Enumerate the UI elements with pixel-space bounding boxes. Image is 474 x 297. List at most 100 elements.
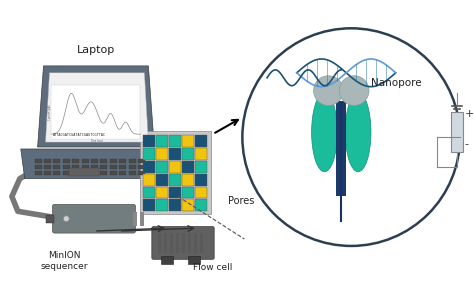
Bar	[169, 174, 181, 186]
Bar	[182, 148, 194, 160]
Bar	[138, 159, 145, 163]
Circle shape	[64, 216, 69, 222]
Bar	[144, 161, 155, 173]
Bar	[451, 112, 463, 152]
Polygon shape	[21, 149, 157, 179]
Text: Pores: Pores	[228, 196, 254, 206]
Bar	[52, 85, 140, 139]
Bar	[135, 212, 136, 226]
Bar	[144, 148, 155, 160]
Bar	[182, 161, 194, 173]
Bar	[169, 161, 181, 173]
Bar	[182, 233, 185, 253]
Bar	[195, 161, 207, 173]
Bar	[156, 174, 168, 186]
Text: Nanopore: Nanopore	[371, 78, 421, 88]
Bar	[141, 212, 142, 226]
Bar	[337, 100, 346, 197]
Bar	[144, 135, 155, 147]
Bar	[100, 165, 107, 169]
Bar	[110, 165, 117, 169]
Bar	[188, 233, 191, 253]
Bar	[72, 165, 79, 169]
Bar	[35, 165, 42, 169]
Bar	[110, 171, 117, 175]
Bar	[72, 171, 79, 175]
Bar	[140, 212, 141, 226]
Bar	[69, 168, 99, 176]
Bar	[134, 212, 135, 226]
Bar	[182, 135, 194, 147]
Bar	[195, 148, 207, 160]
Ellipse shape	[345, 93, 371, 172]
Bar	[156, 200, 168, 211]
Bar	[119, 165, 126, 169]
Bar	[200, 233, 203, 253]
Text: MinION
sequencer: MinION sequencer	[41, 251, 88, 271]
Bar	[72, 159, 79, 163]
Bar	[161, 256, 173, 264]
Bar	[100, 171, 107, 175]
Bar	[156, 187, 168, 198]
Bar	[82, 165, 89, 169]
Bar	[156, 148, 168, 160]
Bar	[100, 159, 107, 163]
Text: -: -	[465, 139, 469, 149]
Bar	[82, 171, 89, 175]
Bar	[169, 200, 181, 211]
Bar	[35, 159, 42, 163]
Bar	[176, 233, 179, 253]
Polygon shape	[37, 66, 155, 147]
Text: Flow cell: Flow cell	[193, 263, 232, 272]
Bar	[82, 159, 89, 163]
Bar	[138, 165, 145, 169]
Bar	[119, 171, 126, 175]
Bar	[158, 233, 161, 253]
FancyBboxPatch shape	[53, 204, 136, 233]
Bar	[54, 165, 60, 169]
FancyBboxPatch shape	[152, 227, 214, 259]
Bar	[188, 256, 200, 264]
Bar	[133, 212, 134, 226]
Circle shape	[339, 76, 369, 105]
Bar	[156, 135, 168, 147]
Bar	[35, 171, 42, 175]
Bar	[144, 200, 155, 211]
Bar	[169, 148, 181, 160]
Bar	[142, 212, 143, 226]
Bar	[195, 174, 207, 186]
Bar	[44, 165, 51, 169]
Bar	[138, 171, 145, 175]
Text: ATTACGATCGATATCGAGTCGTTAC: ATTACGATCGATATCGAGTCGTTAC	[54, 133, 107, 137]
Bar	[91, 159, 98, 163]
Bar	[46, 215, 55, 223]
Bar	[128, 159, 136, 163]
Bar	[54, 171, 60, 175]
Bar	[169, 135, 181, 147]
Bar	[195, 200, 207, 211]
Circle shape	[314, 76, 343, 105]
Circle shape	[242, 28, 460, 246]
Bar	[182, 200, 194, 211]
Bar	[170, 233, 173, 253]
Text: +: +	[465, 109, 474, 119]
Bar	[44, 171, 51, 175]
Bar	[63, 171, 70, 175]
Bar	[63, 165, 70, 169]
Bar	[54, 159, 60, 163]
Bar	[140, 131, 211, 214]
Text: Time (ms): Time (ms)	[90, 139, 102, 143]
Bar	[156, 161, 168, 173]
Bar	[144, 187, 155, 198]
Bar	[44, 159, 51, 163]
Bar	[144, 174, 155, 186]
Bar	[91, 171, 98, 175]
Bar	[119, 159, 126, 163]
Polygon shape	[46, 73, 148, 142]
Bar	[182, 187, 194, 198]
Text: Laptop: Laptop	[77, 45, 115, 55]
Bar	[164, 233, 167, 253]
Text: Current (pA): Current (pA)	[48, 104, 53, 120]
Bar	[110, 159, 117, 163]
Bar	[63, 159, 70, 163]
